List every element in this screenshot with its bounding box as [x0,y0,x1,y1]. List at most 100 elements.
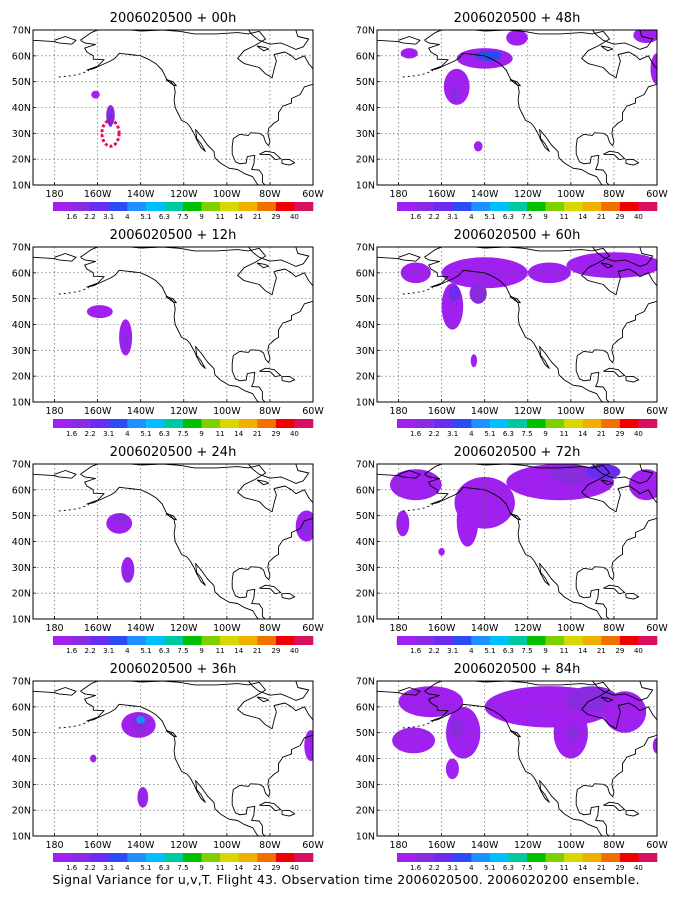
lat-tick-label: 60N [12,51,31,62]
colorbar-swatch [489,636,509,645]
colorbar-label: 29 [271,430,280,438]
lon-tick-label: 160W [428,406,456,417]
lat-tick-label: 20N [12,589,31,600]
lat-tick-label: 70N [356,460,375,471]
lat-tick-label: 60N [356,485,375,496]
lat-tick-label: 40N [356,537,375,548]
colorbar-label: 14 [234,213,243,221]
colorbar-swatch [601,202,621,211]
variance-contour-5 [549,464,593,485]
lon-tick-label: 160W [84,623,112,634]
lat-tick-label: 40N [12,103,31,114]
colorbar-label: 21 [253,864,262,872]
lat-tick-label: 30N [356,563,375,574]
variance-contour-9 [603,691,647,733]
colorbar-label: 2.2 [85,864,96,872]
colorbar-swatch [275,853,295,862]
variance-contour-4 [450,86,459,103]
lat-tick-label: 70N [12,677,31,688]
variance-contour-0 [91,90,100,99]
colorbar-label: 1.6 [410,647,422,655]
lat-tick-label: 10N [356,615,375,626]
lon-tick-label: 100W [557,840,585,851]
colorbar-label: 11 [216,864,225,872]
colorbar-swatch [90,853,109,862]
panel-title: 2006020500 + 12h [110,228,237,243]
colorbar-swatch [434,202,453,211]
colorbar-swatch [489,853,509,862]
colorbar-label: 14 [578,864,587,872]
colorbar-label: 1.6 [410,213,422,221]
lat-tick-label: 10N [12,832,31,843]
lat-tick-label: 40N [12,320,31,331]
colorbar-label: 11 [560,430,569,438]
colorbar-swatch [452,853,472,862]
map-panel-p60: 2006020500 + 60h 10N 20N 30N 40N 50N 60N 70N 180… [356,228,669,438]
colorbar-swatch [145,419,165,428]
lat-tick-label: 10N [356,832,375,843]
colorbar-swatch [582,853,602,862]
variance-contour-5 [140,792,146,803]
lon-tick-label: 180 [389,406,407,417]
colorbar-swatch [508,636,528,645]
colorbar-swatch [294,853,314,862]
lat-tick-label: 30N [356,129,375,140]
colorbar-label: 6.3 [159,430,170,438]
lon-tick-label: 60W [646,189,668,200]
colorbar-label: 11 [560,864,569,872]
colorbar-swatch [527,636,546,645]
colorbar-swatch [452,202,472,211]
colorbar-label: 3.1 [447,213,458,221]
colorbar-swatch [527,853,546,862]
panel-title: 2006020500 + 84h [454,662,581,677]
colorbar-swatch [108,419,128,428]
colorbar-swatch [638,202,658,211]
colorbar-swatch [415,419,435,428]
colorbar-label: 40 [634,430,643,438]
colorbar-swatch [220,636,239,645]
lon-tick-label: 80W [603,406,625,417]
lon-tick-label: 60W [302,406,324,417]
colorbar-swatch [53,202,72,211]
lon-tick-label: 140W [471,189,499,200]
colorbar-label: 40 [290,647,299,655]
colorbar-label: 21 [597,213,606,221]
colorbar-label: 7.5 [177,647,188,655]
colorbar-label: 7.5 [521,647,532,655]
colorbar-label: 14 [234,647,243,655]
variance-contour-5 [302,520,311,537]
colorbar-label: 40 [290,213,299,221]
gridlines [377,681,657,836]
colorbar-label: 6.3 [503,647,514,655]
variance-contour-2 [122,332,129,348]
colorbar-swatch [145,853,165,862]
variance-contour-1 [392,727,436,754]
colorbar-label: 40 [290,430,299,438]
colorbar-label: 9 [199,647,203,655]
colorbar-swatch [415,636,435,645]
colorbar-swatch [619,853,639,862]
lon-tick-label: 120W [170,623,198,634]
variance-contour-7 [650,53,657,85]
lon-tick-label: 100W [557,623,585,634]
colorbar-swatch [183,853,202,862]
colorbar-label: 40 [634,864,643,872]
colorbar-swatch [415,853,435,862]
colorbar-swatch [275,419,295,428]
colorbar-swatch [108,202,128,211]
panel-title: 2006020500 + 72h [454,445,581,460]
colorbar-swatch [127,419,147,428]
colorbar-swatch [582,636,602,645]
variance-contour-4 [445,758,459,780]
colorbar-swatch [601,636,621,645]
gridlines [33,30,313,185]
lon-tick-label: 180 [389,189,407,200]
colorbar-label: 1.6 [66,213,78,221]
lat-tick-label: 50N [12,294,31,305]
lon-tick-label: 100W [557,189,585,200]
panel-title: 2006020500 + 60h [454,228,581,243]
colorbar-swatch [601,419,621,428]
variance-contour-0 [86,305,113,319]
colorbar-swatch [397,202,416,211]
